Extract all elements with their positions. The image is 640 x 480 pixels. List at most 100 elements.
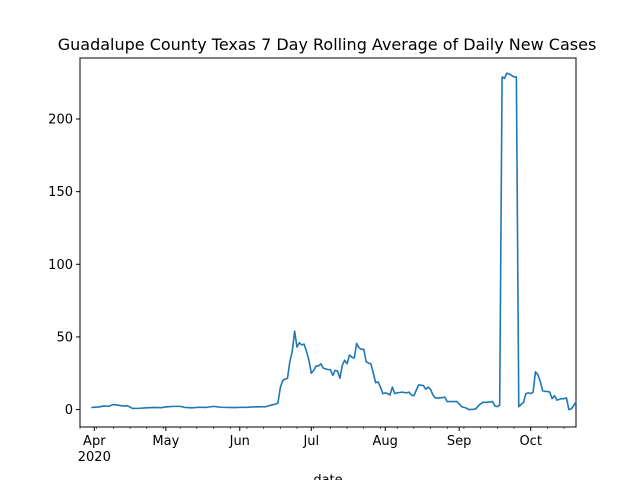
data-point xyxy=(532,391,534,393)
data-point xyxy=(344,359,346,361)
data-point xyxy=(501,76,503,78)
data-point xyxy=(251,406,253,408)
x-tick-label: Jul xyxy=(302,434,319,449)
data-point xyxy=(427,386,429,388)
data-point xyxy=(511,75,513,77)
data-point xyxy=(327,369,329,371)
data-point xyxy=(408,391,410,393)
data-point xyxy=(330,369,332,371)
data-point xyxy=(103,405,105,407)
data-point xyxy=(282,380,284,382)
x-axis-label: date xyxy=(313,473,342,480)
data-point xyxy=(425,388,427,390)
data-point xyxy=(444,396,446,398)
y-tick-label: 150 xyxy=(48,185,73,200)
x-tick-label: May xyxy=(152,434,179,449)
data-point xyxy=(322,367,324,369)
data-point xyxy=(380,386,382,388)
data-point xyxy=(575,401,577,403)
y-tick-label: 200 xyxy=(48,113,73,128)
plot-frame xyxy=(79,57,577,428)
data-point xyxy=(373,372,375,374)
data-point xyxy=(568,409,570,411)
data-point xyxy=(280,387,282,389)
data-point xyxy=(563,398,565,400)
data-point xyxy=(516,76,518,78)
data-point xyxy=(349,354,351,356)
data-point xyxy=(234,407,236,409)
data-point xyxy=(458,403,460,405)
data-point xyxy=(91,407,93,409)
data-point xyxy=(363,348,365,350)
data-point xyxy=(191,407,193,409)
data-point xyxy=(494,405,496,407)
data-point xyxy=(413,395,415,397)
data-point xyxy=(480,403,482,405)
data-point xyxy=(206,407,208,409)
data-point xyxy=(556,399,558,401)
data-point xyxy=(520,404,522,406)
data-point xyxy=(375,382,377,384)
data-point xyxy=(418,384,420,386)
data-point xyxy=(573,405,575,407)
data-point xyxy=(370,363,372,365)
data-point xyxy=(377,381,379,383)
data-point xyxy=(346,363,348,365)
data-point xyxy=(113,404,115,406)
x-tick-sublabel: 2020 xyxy=(78,450,111,465)
data-point xyxy=(337,370,339,372)
data-point xyxy=(528,392,530,394)
data-point xyxy=(313,370,315,372)
data-point xyxy=(525,393,527,395)
data-point xyxy=(384,392,386,394)
chart-title: Guadalupe County Texas 7 Day Rolling Ave… xyxy=(58,35,597,54)
data-point xyxy=(318,365,320,367)
data-point xyxy=(439,397,441,399)
data-point xyxy=(184,407,186,409)
data-point xyxy=(108,406,110,408)
data-point xyxy=(284,378,286,380)
data-point xyxy=(396,392,398,394)
data-point xyxy=(549,391,551,393)
data-point xyxy=(325,368,327,370)
data-point xyxy=(122,405,124,407)
data-point xyxy=(306,351,308,353)
data-point xyxy=(401,391,403,393)
x-tick-label: Sep xyxy=(447,434,472,449)
y-tick-label: 0 xyxy=(65,403,73,418)
data-point xyxy=(542,390,544,392)
data-point xyxy=(368,362,370,364)
data-point xyxy=(554,395,556,397)
data-point xyxy=(179,406,181,408)
data-point xyxy=(475,408,477,410)
data-point xyxy=(499,404,501,406)
y-axis: 0 50 100 150 200 xyxy=(48,113,80,418)
data-point xyxy=(477,405,479,407)
data-point xyxy=(299,342,301,344)
data-point xyxy=(308,359,310,361)
data-point xyxy=(389,394,391,396)
data-point xyxy=(270,404,272,406)
series-points xyxy=(91,72,577,410)
data-point xyxy=(294,330,296,332)
data-point xyxy=(98,406,100,408)
data-point xyxy=(492,401,494,403)
data-point xyxy=(446,401,448,403)
data-point xyxy=(406,392,408,394)
data-point xyxy=(332,375,334,377)
data-point xyxy=(358,347,360,349)
data-point xyxy=(430,388,432,390)
data-point xyxy=(160,407,162,409)
data-point xyxy=(303,343,305,345)
data-point xyxy=(551,398,553,400)
data-point xyxy=(513,76,515,78)
data-point xyxy=(461,406,463,408)
data-point xyxy=(246,407,248,409)
data-point xyxy=(287,378,289,380)
data-point xyxy=(539,380,541,382)
data-point xyxy=(547,391,549,393)
data-point xyxy=(165,406,167,408)
data-point xyxy=(146,407,148,409)
